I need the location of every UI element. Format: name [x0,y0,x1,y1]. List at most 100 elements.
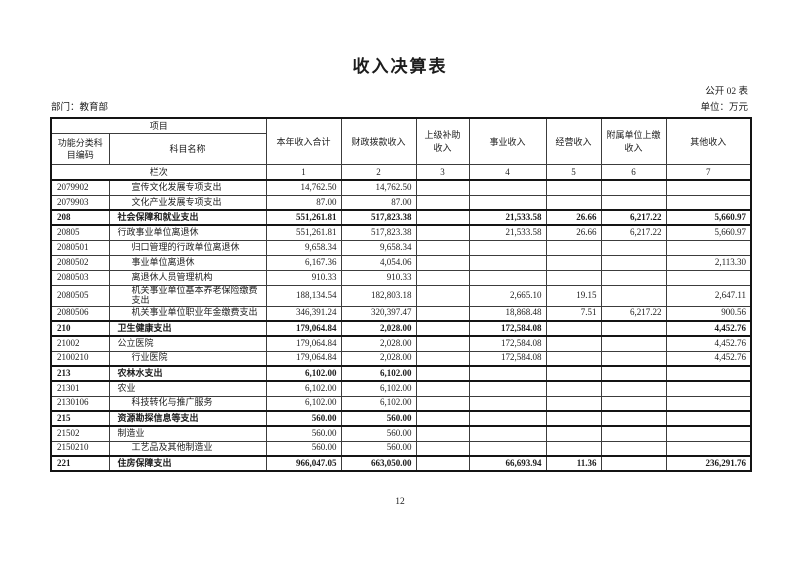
col-header-total-income: 本年收入合计 [265,117,342,166]
subject-name-cell: 事业单位离退休 [108,254,267,271]
value-cell: 179,064.84 [265,320,342,338]
table-row: 221 住房保障支出 966,047.05 663,050.00 66,693.94 11… [50,455,752,473]
subject-name-cell: 宣传文化发展专项支出 [108,179,267,196]
col-header-subject-code: 功能分类科目编码 [50,133,110,166]
department-label: 部门：教育部 [51,103,109,113]
value-cell [468,425,547,442]
value-cell: 4,452.76 [665,350,752,367]
value-cell [415,194,470,211]
value-cell: 320,397.47 [340,305,417,322]
value-cell: 560.00 [265,440,342,457]
value-cell [468,254,547,271]
value-cell: 2,028.00 [340,320,417,338]
value-cell [468,410,547,428]
public-table-code: 公开 02 表 [705,87,748,97]
header-lanci: 栏次 [50,164,267,182]
value-cell [600,269,667,286]
value-cell [665,425,752,442]
value-cell [415,440,470,457]
page-title: 收入决算表 [352,57,448,76]
table-row: 2150210 工艺品及其他制造业 560.00 560.00 [50,440,752,457]
subject-code-cell: 213 [50,365,110,383]
value-cell: 6,217.22 [600,209,667,227]
table-row: 20805 行政事业单位离退休 551,261.81 517,823.38 21,533… [50,224,752,241]
value-cell [415,455,470,473]
value-cell [415,269,470,286]
col-header-operating-income: 经营收入 [545,117,602,166]
value-cell: 910.33 [340,269,417,286]
value-cell: 2,647.11 [665,284,752,307]
value-cell: 6,102.00 [340,395,417,412]
value-cell: 6,217.22 [600,224,667,241]
table-row: 210 卫生健康支出 179,064.84 2,028.00 172,584.08 4,4… [50,320,752,338]
col-header-subordinate-unit-income: 附属单位上缴收入 [600,117,667,166]
value-cell: 19.15 [545,284,602,307]
value-cell [415,395,470,412]
value-cell [665,380,752,397]
table-row: 2080503 离退休人员管理机构 910.33 910.33 [50,269,752,286]
value-cell [415,350,470,367]
subject-name-cell: 资源勘探信息等支出 [108,410,267,428]
value-cell: 5,660.97 [665,224,752,241]
column-number: 6 [600,164,667,182]
table-row: 21301 农业 6,102.00 6,102.00 [50,380,752,397]
value-cell: 551,261.81 [265,224,342,241]
subject-name-cell: 行政事业单位离退休 [108,224,267,241]
value-cell: 346,391.24 [265,305,342,322]
subject-code-cell: 2080503 [50,269,110,286]
subject-name-cell: 机关事业单位职业年金缴费支出 [108,305,267,322]
header-row-column-numbers: 栏次 1 2 3 4 5 6 7 [50,164,752,182]
value-cell [545,194,602,211]
value-cell [545,320,602,338]
value-cell [415,284,470,307]
col-header-other-income: 其他收入 [665,117,752,166]
value-cell [545,395,602,412]
value-cell [468,365,547,383]
value-cell: 11.36 [545,455,602,473]
subject-code-cell: 21301 [50,380,110,397]
income-final-accounts-table: 项目 本年收入合计 财政拨款收入 上级补助收入 事业收入 经营收入 附属单位上缴… [50,117,753,473]
value-cell: 4,054.06 [340,254,417,271]
value-cell [600,440,667,457]
subject-code-cell: 2080505 [50,284,110,307]
value-cell [545,440,602,457]
column-number: 2 [340,164,417,182]
value-cell: 517,823.38 [340,224,417,241]
value-cell: 4,452.76 [665,335,752,352]
value-cell [545,335,602,352]
value-cell [468,380,547,397]
value-cell: 2,028.00 [340,350,417,367]
value-cell: 14,762.50 [265,179,342,196]
value-cell [415,320,470,338]
column-number: 1 [265,164,342,182]
value-cell: 663,050.00 [340,455,417,473]
value-cell [415,365,470,383]
value-cell: 21,533.58 [468,209,547,227]
value-cell: 551,261.81 [265,209,342,227]
value-cell [415,380,470,397]
value-cell [600,365,667,383]
value-cell: 517,823.38 [340,209,417,227]
value-cell [600,455,667,473]
table-row: 213 农林水支出 6,102.00 6,102.00 [50,365,752,383]
subject-name-cell: 农业 [108,380,267,397]
value-cell: 66,693.94 [468,455,547,473]
value-cell: 2,113.30 [665,254,752,271]
subject-name-cell: 卫生健康支出 [108,320,267,338]
value-cell [468,239,547,256]
value-cell: 5,660.97 [665,209,752,227]
value-cell [600,410,667,428]
value-cell [600,380,667,397]
table-row: 2130106 科技转化与推广服务 6,102.00 6,102.00 [50,395,752,412]
col-header-superior-subsidy: 上级补助收入 [415,117,470,166]
value-cell [545,254,602,271]
value-cell [545,269,602,286]
table-row: 21502 制造业 560.00 560.00 [50,425,752,442]
value-cell [415,209,470,227]
table-row: 2080501 归口管理的行政单位离退休 9,658.34 9,658.34 [50,239,752,256]
value-cell: 179,064.84 [265,335,342,352]
subject-name-cell: 行业医院 [108,350,267,367]
header-row-labels: 功能分类科目编码 科目名称 [50,133,751,166]
table-row: 215 资源勘探信息等支出 560.00 560.00 [50,410,752,428]
value-cell [545,179,602,196]
